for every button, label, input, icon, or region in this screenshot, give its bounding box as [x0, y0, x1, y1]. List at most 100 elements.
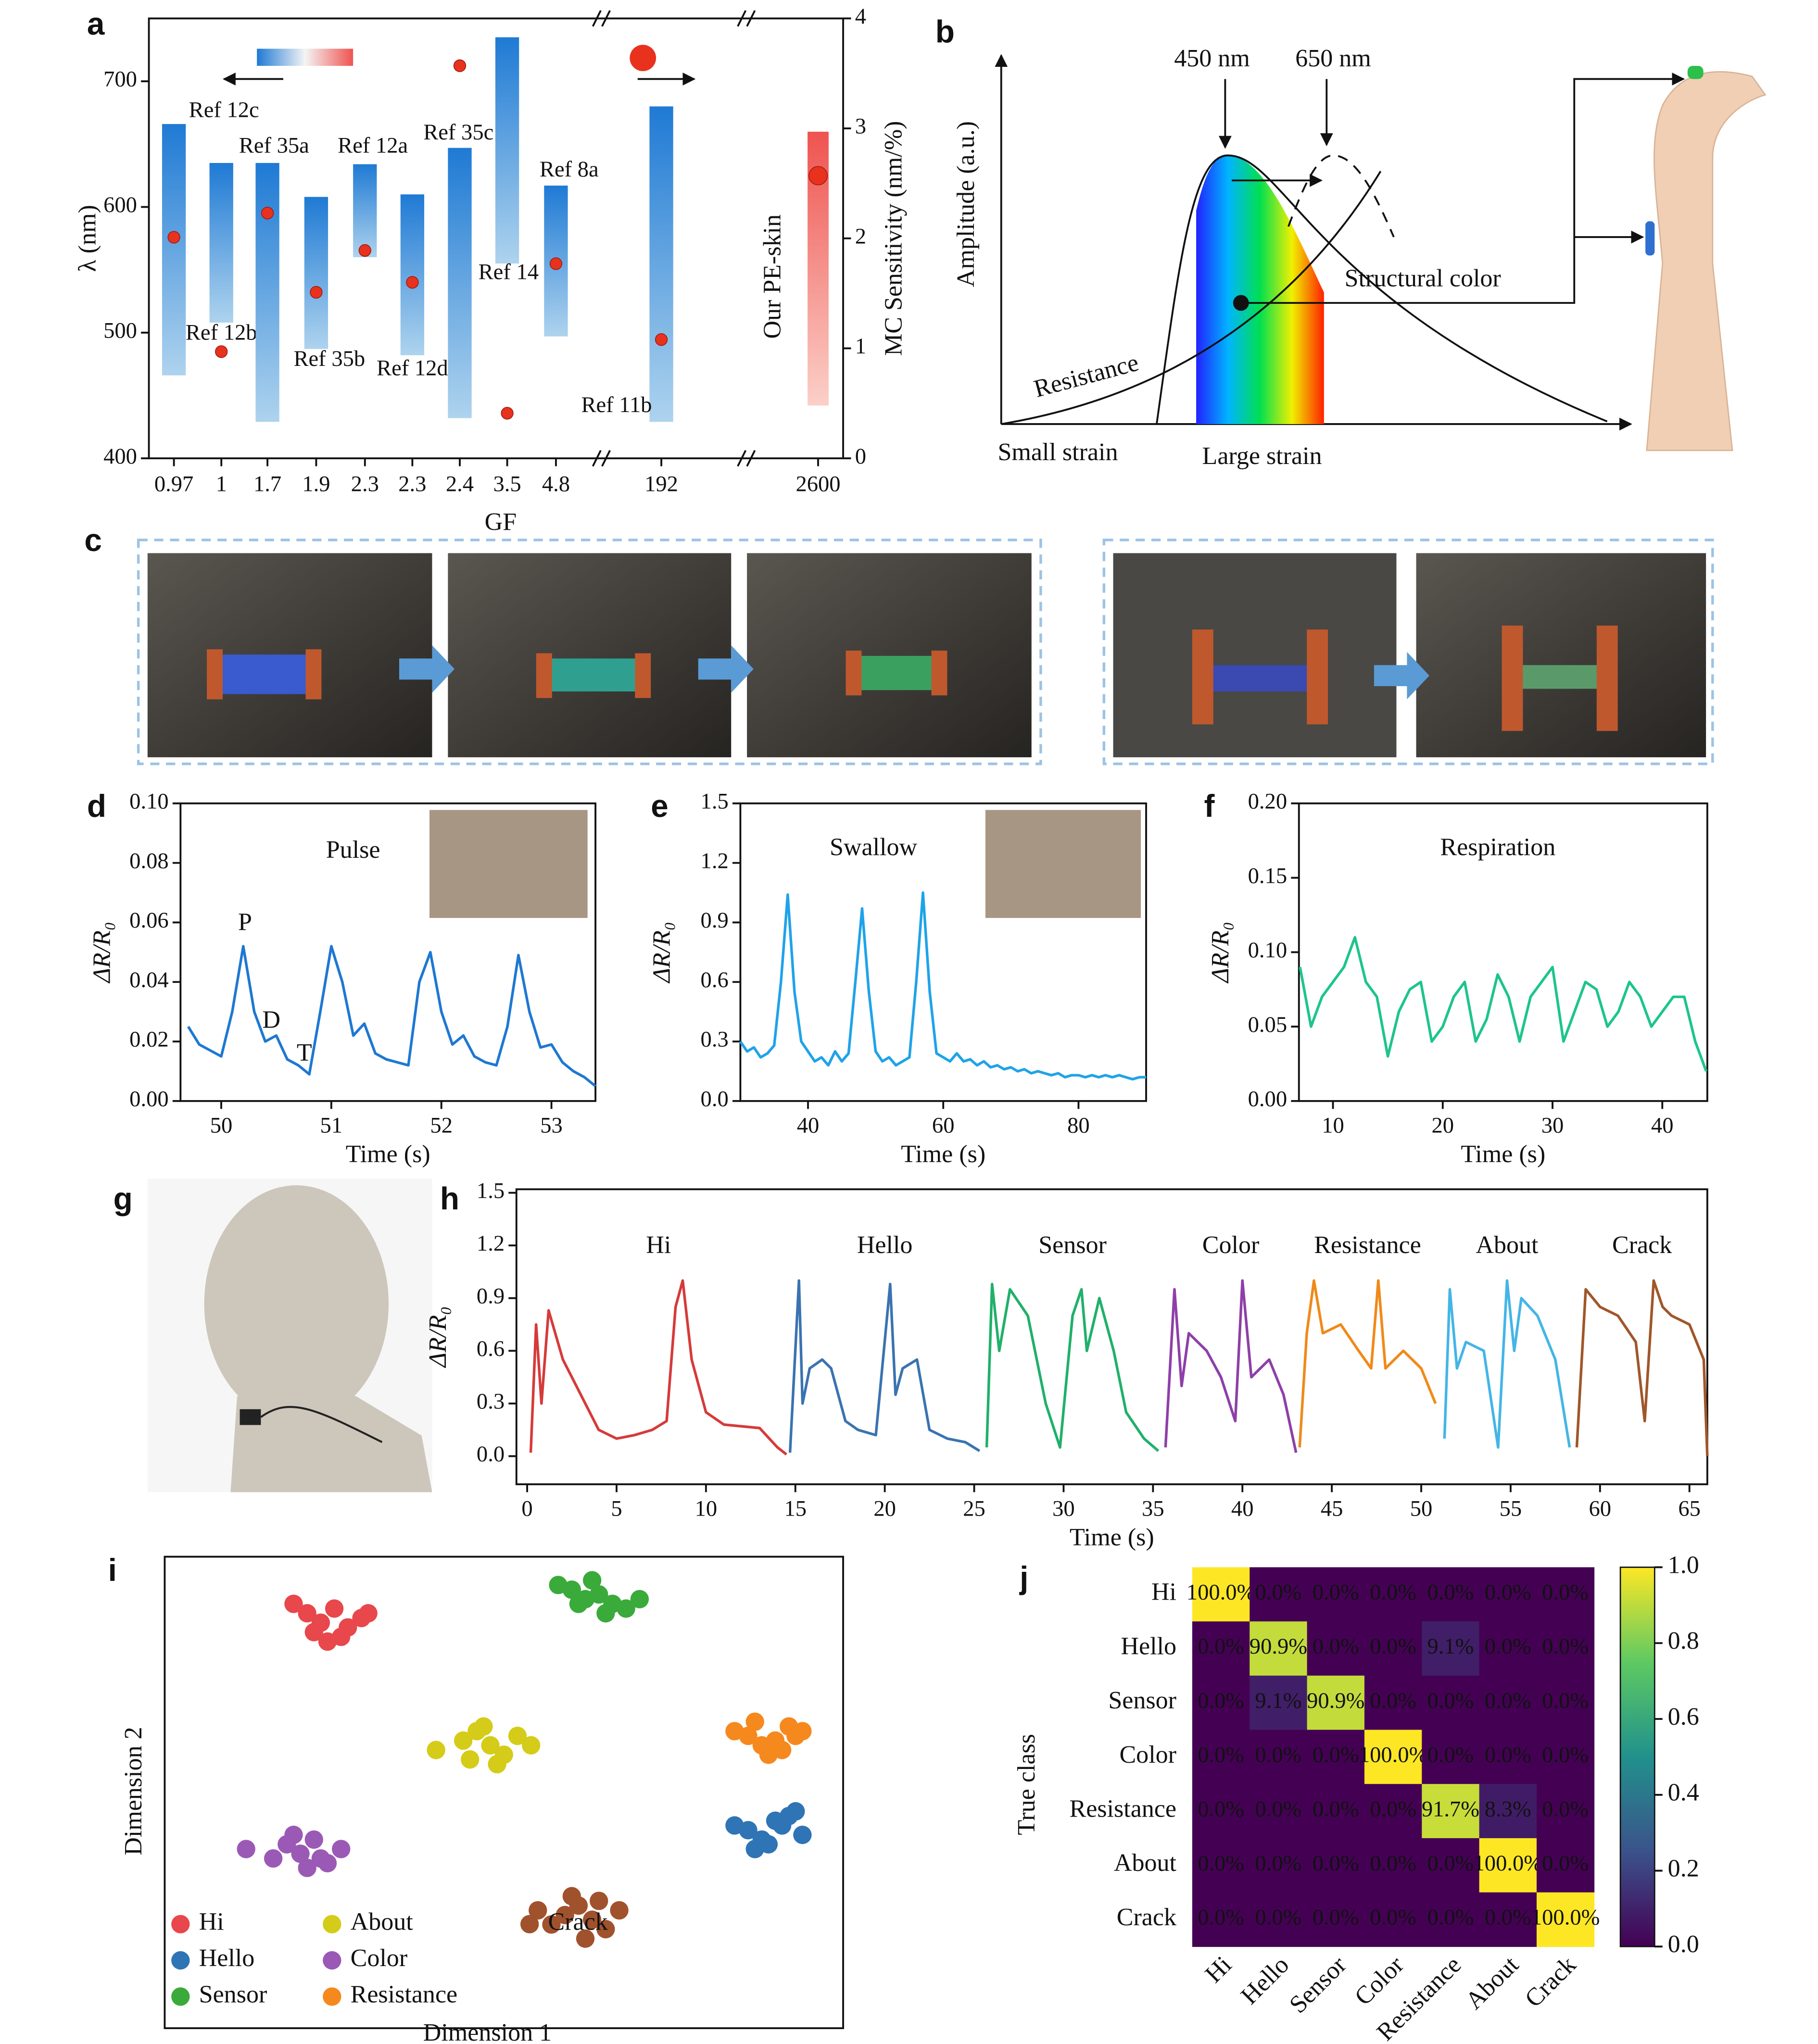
- cell-label: 0.0%: [1542, 1689, 1589, 1713]
- panel-letter: d: [87, 788, 106, 824]
- scatter-point: [325, 1599, 344, 1618]
- y2-tick-label: 4: [855, 4, 866, 29]
- heatmap-cell: [1364, 1838, 1423, 1893]
- sensitivity-dot: [167, 231, 180, 244]
- heatmap-cell: [1307, 1838, 1365, 1893]
- x-tick-label: 20: [1431, 1113, 1454, 1138]
- scatter-point: [562, 1887, 581, 1906]
- curve-label: Resistance: [1031, 349, 1142, 403]
- column-label: Hi: [1200, 1951, 1237, 1988]
- legend-marker: [171, 1987, 190, 2006]
- cell-label: 90.9%: [1307, 1689, 1364, 1713]
- scatter-point: [610, 1901, 629, 1920]
- scatter-point: [427, 1741, 445, 1759]
- y2-tick-label: 2: [855, 224, 866, 249]
- x-tick-label: 5: [611, 1496, 622, 1521]
- y-axis-label: True class: [1013, 1734, 1040, 1835]
- scatter-point: [454, 1731, 473, 1750]
- peak-label: 650 nm: [1295, 45, 1371, 72]
- cell-label: 0.0%: [1198, 1743, 1244, 1768]
- heatmap-cell: [1250, 1567, 1308, 1622]
- cell-label: 0.0%: [1542, 1580, 1589, 1605]
- sensitivity-dot: [261, 207, 274, 220]
- bar-label: Ref 11b: [581, 393, 652, 417]
- cell-label: 0.0%: [1427, 1851, 1474, 1876]
- chart-title: Pulse: [326, 836, 380, 864]
- y-tick-label: 0.9: [701, 908, 729, 933]
- cell-label: 100.0%: [1531, 1906, 1600, 1930]
- heatmap-cell: [1307, 1675, 1365, 1731]
- scatter-point: [562, 1580, 581, 1599]
- sensitivity-dot: [549, 257, 563, 270]
- legend-marker: [323, 1987, 341, 2006]
- cell-label: 0.0%: [1542, 1797, 1589, 1821]
- x-label: Large strain: [1202, 442, 1322, 470]
- y-tick-label: 0.00: [1248, 1087, 1287, 1112]
- panel-letter: e: [651, 788, 669, 824]
- scatter-point: [745, 1840, 764, 1858]
- y-axis-label: MC Sensitivity (nm/%): [880, 121, 908, 356]
- x-axis-label: Time (s): [1070, 1524, 1154, 1551]
- scatter-point: [793, 1825, 812, 1844]
- scatter-point: [576, 1929, 595, 1948]
- heatmap-cell: [1364, 1567, 1423, 1622]
- y-axis-label: ΔR/R₀: [88, 922, 115, 984]
- x-tick-label: 30: [1052, 1496, 1075, 1521]
- heatmap-cell: [1422, 1838, 1480, 1893]
- scatter-point: [786, 1802, 805, 1821]
- cell-label: 0.0%: [1370, 1797, 1416, 1821]
- cell-label: 0.0%: [1427, 1906, 1474, 1930]
- x-axis-label: Dimension 1: [423, 2019, 552, 2044]
- colorbar-tick-label: 0.4: [1668, 1779, 1699, 1806]
- legend-label: Hello: [199, 1944, 255, 1972]
- cell-label: 100.0%: [1359, 1743, 1428, 1768]
- legend-marker: [323, 1951, 341, 1970]
- cell-label: 0.0%: [1370, 1580, 1416, 1605]
- cell-label: 0.0%: [1370, 1634, 1416, 1659]
- heatmap-cell: [1250, 1838, 1308, 1893]
- data-line: [985, 1282, 1160, 1452]
- scatter-point: [745, 1712, 764, 1731]
- cell-label: 0.0%: [1198, 1851, 1244, 1876]
- x-tick-label: 50: [210, 1113, 233, 1138]
- panel-letter: h: [440, 1180, 459, 1216]
- heatmap-cell: [1536, 1675, 1595, 1731]
- y-tick-label: 0.0: [477, 1442, 505, 1467]
- data-line: [529, 1279, 787, 1455]
- cell-label: 0.0%: [1370, 1689, 1416, 1713]
- y-tick-label: 600: [103, 193, 137, 217]
- legend-label: Crack: [548, 1908, 608, 1936]
- heatmap-cell: [1307, 1730, 1365, 1785]
- y-axis-label: λ (nm): [74, 205, 101, 272]
- x-tick-label: 35: [1142, 1496, 1164, 1521]
- cell-label: 0.0%: [1255, 1743, 1301, 1768]
- cell-label: 0.0%: [1542, 1634, 1589, 1659]
- scatter-point: [772, 1816, 792, 1835]
- x-tick-label: 1.7: [253, 472, 281, 496]
- panel-g-render: g: [114, 1179, 432, 1492]
- scatter-point: [556, 1906, 574, 1924]
- panel-letter: i: [108, 1552, 117, 1588]
- heatmap-cell: [1422, 1784, 1480, 1839]
- data-line: [788, 1279, 981, 1453]
- x-tick-label: 2.3: [351, 472, 379, 496]
- x-tick-label: 80: [1067, 1113, 1090, 1138]
- cell-label: 100.0%: [1474, 1851, 1543, 1876]
- cell-label: 0.0%: [1313, 1743, 1359, 1768]
- heatmap-cell: [1479, 1892, 1537, 1947]
- x-axis-label: Time (s): [346, 1141, 430, 1168]
- chart-title: Swallow: [830, 834, 918, 861]
- heatmap-cell: [1422, 1621, 1480, 1676]
- y-tick-label: 700: [103, 67, 137, 92]
- heatmap-cell: [1479, 1730, 1537, 1785]
- heatmap-cell: [1307, 1621, 1365, 1676]
- x-tick-label: 53: [540, 1113, 563, 1138]
- our-range-label: Our PE-skin: [759, 214, 786, 339]
- y-tick-label: 400: [103, 444, 137, 469]
- x-tick-label: 50: [1410, 1496, 1433, 1521]
- panel-letter: b: [935, 14, 955, 50]
- scatter-point: [596, 1604, 615, 1623]
- legend-marker: [520, 1915, 539, 1933]
- heatmap-cell: [1250, 1675, 1308, 1731]
